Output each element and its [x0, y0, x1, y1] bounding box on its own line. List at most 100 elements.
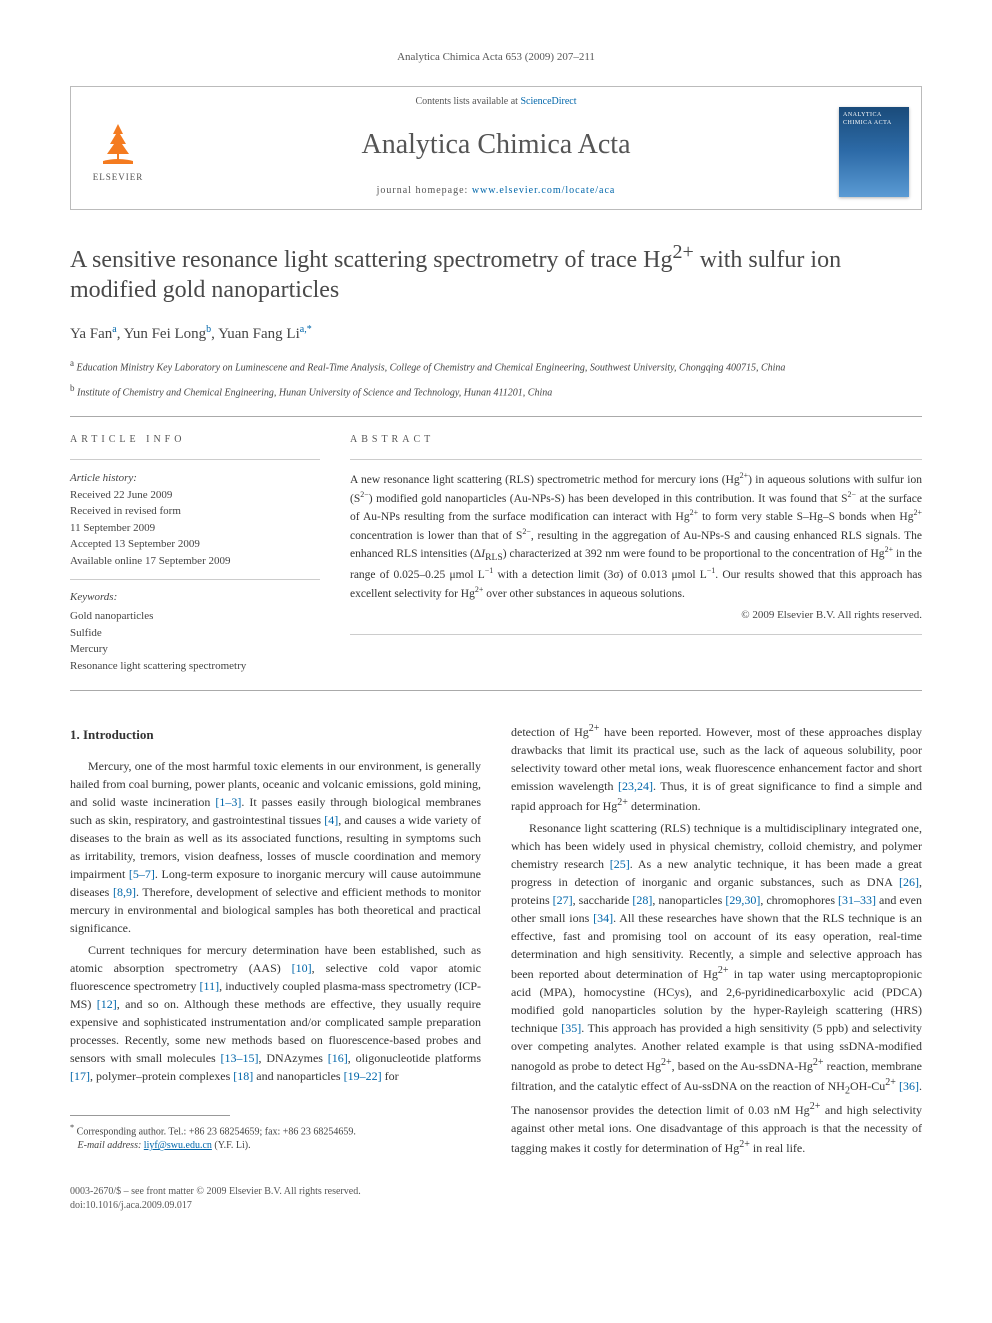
mid-divider: [70, 690, 922, 691]
citation-ref[interactable]: [18]: [233, 1069, 253, 1083]
body-p3: detection of Hg2+ have been reported. Ho…: [511, 721, 922, 815]
abstract-column: ABSTRACT A new resonance light scatterin…: [350, 433, 922, 674]
citation-ref[interactable]: [34]: [593, 911, 613, 925]
sciencedirect-link[interactable]: ScienceDirect: [520, 96, 576, 107]
citation-ref[interactable]: [28]: [632, 893, 652, 907]
issn-line: 0003-2670/$ – see front matter © 2009 El…: [70, 1185, 361, 1199]
title-part-1: A sensitive resonance light scattering s…: [70, 247, 672, 273]
journal-cover-thumbnail[interactable]: ANALYTICA CHIMICA ACTA: [839, 107, 909, 197]
citation-ref[interactable]: [35]: [561, 1021, 581, 1035]
journal-name: Analytica Chimica Acta: [153, 125, 839, 166]
page-container: Analytica Chimica Acta 653 (2009) 207–21…: [0, 0, 992, 1253]
article-title: A sensitive resonance light scattering s…: [70, 240, 922, 305]
body-column-left: 1. Introduction Mercury, one of the most…: [70, 721, 481, 1160]
keywords-list: Gold nanoparticles Sulfide Mercury Reson…: [70, 608, 320, 674]
citation-ref[interactable]: [4]: [324, 813, 338, 827]
history-label: Article history:: [70, 470, 320, 487]
body-p2: Current techniques for mercury determina…: [70, 941, 481, 1085]
email-suffix: (Y.F. Li).: [214, 1140, 250, 1151]
aff-key-b: b: [70, 383, 75, 393]
body-p1: Mercury, one of the most harmful toxic e…: [70, 757, 481, 937]
keyword-1: Sulfide: [70, 625, 320, 642]
doi-line: doi:10.1016/j.aca.2009.09.017: [70, 1199, 361, 1213]
citation-ref[interactable]: [16]: [328, 1051, 348, 1065]
author-list: Ya Fana, Yun Fei Longb, Yuan Fang Lia,*: [70, 323, 922, 346]
homepage-prefix: journal homepage:: [377, 185, 472, 196]
citation-ref[interactable]: [5–7]: [129, 867, 155, 881]
elsevier-tree-icon: [93, 119, 143, 169]
citation-ref[interactable]: [29,30]: [725, 893, 760, 907]
section-heading-1: 1. Introduction: [70, 725, 481, 745]
abstract-divider: [350, 459, 922, 460]
citation-ref[interactable]: [11]: [200, 979, 220, 993]
aff-key-a: a: [70, 358, 74, 368]
citation-ref[interactable]: [1–3]: [215, 795, 241, 809]
abstract-label: ABSTRACT: [350, 433, 922, 448]
article-info-label: ARTICLE INFO: [70, 433, 320, 448]
journal-homepage-line: journal homepage: www.elsevier.com/locat…: [153, 184, 839, 209]
publisher-logo[interactable]: ELSEVIER: [83, 112, 153, 192]
running-header: Analytica Chimica Acta 653 (2009) 207–21…: [70, 50, 922, 66]
history-line-2: 11 September 2009: [70, 520, 320, 537]
footnote-divider: [70, 1115, 230, 1116]
top-divider: [70, 416, 922, 417]
body-p4: Resonance light scattering (RLS) techniq…: [511, 819, 922, 1156]
corr-email-link[interactable]: liyf@swu.edu.cn: [144, 1140, 212, 1151]
history-line-1: Received in revised form: [70, 503, 320, 520]
journal-homepage-link[interactable]: www.elsevier.com/locate/aca: [472, 185, 616, 196]
author-3-aff: a,: [300, 324, 307, 335]
body-columns: 1. Introduction Mercury, one of the most…: [70, 721, 922, 1160]
author-3[interactable]: Yuan Fang Li: [218, 326, 300, 342]
affiliation-a: a Education Ministry Key Laboratory on L…: [70, 357, 922, 375]
keyword-0: Gold nanoparticles: [70, 608, 320, 625]
citation-ref[interactable]: [25]: [610, 857, 630, 871]
citation-ref[interactable]: [19–22]: [344, 1069, 382, 1083]
keyword-3: Resonance light scattering spectrometry: [70, 658, 320, 675]
masthead-row: ELSEVIER Contents lists available at Sci…: [71, 87, 921, 209]
keywords-label: Keywords:: [70, 590, 320, 606]
keyword-2: Mercury: [70, 641, 320, 658]
author-2-aff: b: [206, 324, 211, 335]
cover-label: ANALYTICA CHIMICA ACTA: [843, 111, 909, 128]
author-2[interactable]: Yun Fei Long: [124, 326, 207, 342]
citation-ref[interactable]: [8,9]: [113, 885, 136, 899]
aff-text-b: Institute of Chemistry and Chemical Engi…: [77, 387, 552, 398]
abstract-text: A new resonance light scattering (RLS) s…: [350, 470, 922, 602]
citation-ref[interactable]: [27]: [553, 893, 573, 907]
abstract-copyright: © 2009 Elsevier B.V. All rights reserved…: [350, 608, 922, 624]
footnote-star-icon: *: [70, 1123, 74, 1132]
author-1-aff: a: [112, 324, 116, 335]
citation-ref[interactable]: [17]: [70, 1069, 90, 1083]
body-column-right: detection of Hg2+ have been reported. Ho…: [511, 721, 922, 1160]
journal-masthead: ELSEVIER Contents lists available at Sci…: [70, 86, 922, 210]
citation-ref[interactable]: [23,24]: [618, 779, 653, 793]
affiliation-b: b Institute of Chemistry and Chemical En…: [70, 382, 922, 400]
article-history-block: Article history: Received 22 June 2009 R…: [70, 470, 320, 569]
info-abstract-row: ARTICLE INFO Article history: Received 2…: [70, 433, 922, 674]
citation-ref[interactable]: [36]: [899, 1079, 919, 1093]
history-line-4: Available online 17 September 2009: [70, 553, 320, 570]
citation-ref[interactable]: [26]: [899, 875, 919, 889]
article-info-column: ARTICLE INFO Article history: Received 2…: [70, 433, 320, 674]
info-divider-1: [70, 459, 320, 460]
page-footer: 0003-2670/$ – see front matter © 2009 El…: [70, 1185, 922, 1213]
citation-ref[interactable]: [12]: [97, 997, 117, 1011]
corr-text: Corresponding author. Tel.: +86 23 68254…: [77, 1126, 356, 1137]
masthead-center: Contents lists available at ScienceDirec…: [153, 95, 839, 209]
email-label: E-mail address:: [78, 1140, 142, 1151]
footer-left: 0003-2670/$ – see front matter © 2009 El…: [70, 1185, 361, 1213]
abstract-divider-bottom: [350, 634, 922, 635]
corresponding-star-icon: *: [307, 324, 312, 335]
citation-ref[interactable]: [31–33]: [838, 893, 876, 907]
title-superscript: 2+: [672, 241, 693, 263]
history-line-0: Received 22 June 2009: [70, 487, 320, 504]
publisher-name: ELSEVIER: [93, 171, 144, 184]
contents-prefix: Contents lists available at: [415, 96, 520, 107]
contents-line: Contents lists available at ScienceDirec…: [153, 95, 839, 110]
history-line-3: Accepted 13 September 2009: [70, 536, 320, 553]
citation-ref[interactable]: [10]: [292, 961, 312, 975]
info-divider-2: [70, 579, 320, 580]
author-1[interactable]: Ya Fan: [70, 326, 112, 342]
aff-text-a: Education Ministry Key Laboratory on Lum…: [77, 363, 786, 374]
citation-ref[interactable]: [13–15]: [221, 1051, 259, 1065]
